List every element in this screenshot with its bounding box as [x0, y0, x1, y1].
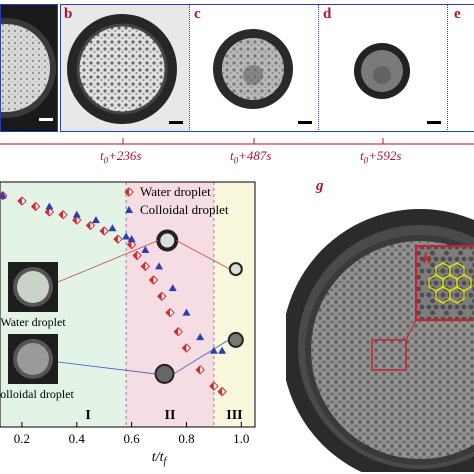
water-data-point [195, 365, 205, 375]
colloid-data-point [122, 232, 131, 240]
water-data-point [99, 226, 109, 236]
panel-label-h: h [423, 251, 431, 267]
droplet-snapshot-marker [227, 331, 244, 348]
water-data-point [217, 386, 227, 397]
panel-e: e [447, 4, 474, 132]
colloid-data-point [108, 224, 117, 232]
time-label-text: t0+236s [100, 148, 142, 166]
scale-bar [427, 121, 441, 124]
hexagon-overlay [428, 262, 472, 304]
x-tick-label: 0.8 [178, 431, 194, 446]
plot-frame [0, 181, 256, 428]
panel-label-c: c [194, 6, 201, 22]
colloid-data-point [91, 216, 100, 224]
inset-connector [57, 240, 159, 283]
legend-marker [125, 206, 133, 213]
x-tick-label: 0.6 [123, 431, 140, 446]
zoom-region-box [371, 339, 407, 371]
inset-connector [173, 339, 230, 375]
water-data-point [17, 196, 27, 206]
inset-connector [57, 361, 156, 375]
region-2 [126, 182, 214, 427]
panel-a [0, 4, 58, 132]
legend-marker [124, 187, 134, 197]
colloid-data-point [196, 333, 205, 341]
colloid-data-point [0, 191, 7, 199]
x-axis: 0.2 0.4 0.6 0.8 1.0 t/tf [14, 422, 249, 467]
panel-c: c [189, 4, 319, 132]
colloid-data-point [141, 246, 150, 254]
droplet-d-image [354, 43, 410, 99]
scale-bar [39, 118, 53, 121]
chart-legend: Water droplet Colloidal droplet [124, 184, 229, 217]
water-data-point [58, 209, 68, 220]
chart-regions: I II III [0, 182, 255, 427]
droplet-a-image [0, 5, 57, 130]
water-data-point [30, 201, 41, 212]
water-data-point [140, 261, 151, 272]
colloid-data-point [155, 262, 164, 270]
panel-label-b: b [64, 6, 73, 22]
water-data-point [209, 381, 219, 391]
x-axis-label: t/tf [152, 450, 168, 467]
colloid-data-point [127, 235, 136, 243]
panel-d: d [318, 4, 448, 132]
snapshot-strip: b c d [0, 0, 474, 136]
panel-label-d: d [323, 6, 332, 22]
colloid-data-point [182, 308, 191, 316]
inset-connector [176, 240, 230, 270]
legend-label: Water droplet [140, 184, 211, 199]
inset-h-box [415, 245, 474, 321]
colloid-data-point [168, 284, 177, 292]
chart-marks [0, 190, 227, 397]
timeline-axis [0, 138, 474, 145]
water-data-point [181, 343, 192, 353]
time-label-text: t0+592s [360, 148, 402, 166]
time-label-text: t0+487s [230, 148, 272, 166]
region-label: II [165, 408, 176, 423]
time-label-b: t0+236s [100, 148, 141, 166]
colloid-data-point [209, 346, 218, 354]
droplet-snapshot-marker [228, 262, 243, 277]
panel-label-g: g [316, 178, 324, 194]
inset-droplet-core [17, 271, 49, 303]
inset-label: Water droplet [0, 315, 66, 329]
water-data-point [173, 327, 183, 337]
droplet-snapshot-marker [154, 363, 175, 384]
x-tick-label: 0.4 [69, 431, 86, 446]
water-data-point [157, 291, 167, 302]
water-data-point [165, 307, 175, 318]
inset-droplet-core [17, 343, 49, 375]
colloid-data-point [218, 346, 227, 354]
region-3 [213, 182, 255, 427]
droplet-snapshot-marker [156, 229, 179, 252]
water-data-point [148, 275, 159, 285]
scale-bar [169, 121, 183, 124]
colloid-data-point [72, 210, 81, 218]
panel-b: b [60, 4, 190, 132]
water-data-point [72, 215, 82, 225]
droplet-b-image [67, 14, 177, 124]
region-label: I [85, 408, 90, 423]
time-label-d: t0+592s [360, 148, 401, 166]
x-tick-label: 1.0 [233, 431, 249, 446]
panel-label-e: e [454, 6, 461, 22]
time-label-c: t0+487s [230, 148, 271, 166]
water-data-point [44, 207, 55, 217]
droplet-c-image [213, 29, 293, 109]
water-data-point [132, 250, 142, 261]
water-data-point [113, 234, 123, 244]
legend-label: Colloidal droplet [140, 202, 229, 217]
x-tick-label: 0.2 [14, 431, 30, 446]
colloid-data-point [45, 202, 54, 210]
inset-label: Colloidal droplet [0, 387, 74, 401]
water-data-point [85, 220, 96, 231]
panel-g-droplet-image: h [286, 209, 474, 472]
inset-images: Water droplet Colloidal droplet [0, 229, 244, 401]
region-label: III [226, 408, 242, 423]
scale-bar [298, 121, 312, 124]
water-data-point [126, 239, 137, 250]
